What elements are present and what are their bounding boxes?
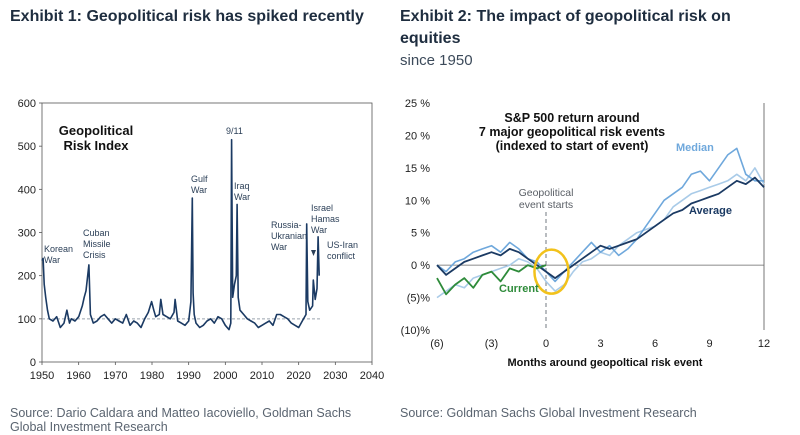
x-tick-label: 1980 [140, 370, 164, 382]
y-tick-label: (10)% [401, 325, 431, 337]
legend-median: Median [676, 142, 714, 154]
exhibit2-subheading: since 1950 [400, 52, 473, 69]
x-tick-label: 3 [597, 338, 603, 350]
event-annotation: Missile [83, 239, 111, 249]
x-tick-label: 1990 [176, 370, 200, 382]
x-tick-label: 2000 [213, 370, 237, 382]
y-tick-label: 0 [30, 357, 36, 369]
exhibit2-heading-line1: Exhibit 2: The impact of geopolitical ri… [400, 8, 731, 25]
y-tick-label: 200 [18, 271, 36, 283]
x-axis-title: Months around geopoltical risk event [508, 357, 703, 369]
series-line-median [436, 147, 764, 283]
event-annotation: Hamas [311, 214, 340, 224]
x-tick-label: 2010 [250, 370, 274, 382]
event-annotation: Russia- [271, 220, 302, 230]
legend-current: Current [499, 283, 539, 295]
exhibit1-source-line1: Source: Dario Caldara and Matteo Iacovie… [10, 406, 352, 420]
x-tick-label: (3) [485, 338, 498, 350]
event-annotation: Korean [44, 244, 73, 254]
event-annotation: War [311, 225, 327, 235]
chart-title: S&P 500 return around [504, 111, 639, 125]
y-tick-label: 15 % [405, 163, 430, 175]
y-tick-label: 300 [18, 228, 36, 240]
event-annotation: Cuban [83, 228, 110, 238]
x-tick-label: 0 [543, 338, 549, 350]
x-tick-label: 2020 [286, 370, 310, 382]
x-tick-label: 2040 [360, 370, 384, 382]
series-line-average [436, 176, 765, 279]
exhibit1-heading: Exhibit 1: Geopolitical risk has spiked … [10, 8, 364, 25]
y-tick-label: 0 % [411, 260, 430, 272]
y-tick-label: 100 [18, 314, 36, 326]
x-tick-label: 1970 [103, 370, 127, 382]
y-tick-label: 10 % [405, 195, 430, 207]
chart-title: 7 major geopolitical risk events [479, 125, 665, 139]
event-annotation: Iraq [234, 181, 250, 191]
exhibit2-source: Source: Goldman Sachs Global Investment … [400, 406, 697, 420]
y-tick-label: 600 [18, 98, 36, 110]
event-annotation: War [234, 192, 250, 202]
x-tick-label: 1960 [66, 370, 90, 382]
y-tick-label: 20 % [405, 130, 430, 142]
x-tick-label: 12 [758, 338, 770, 350]
event-annotation: US-Iran [327, 240, 358, 250]
x-tick-label: 6 [652, 338, 658, 350]
series-line-current [436, 264, 547, 296]
exhibit2-heading-line2: equities [400, 30, 461, 47]
event-annotation: War [191, 185, 207, 195]
annotation-arrow-icon [311, 250, 316, 256]
x-tick-label: 1950 [30, 370, 54, 382]
event-annotation: War [271, 242, 287, 252]
y-tick-label: 400 [18, 184, 36, 196]
series-line-geopolitical-risk [41, 138, 320, 331]
chart-title: Geopolitical [59, 123, 133, 138]
event-annotation: Crisis [83, 250, 106, 260]
y-tick-label: 25 % [405, 98, 430, 110]
x-tick-label: 2030 [323, 370, 347, 382]
event-annotation: Ukranian [271, 231, 307, 241]
x-tick-label: 9 [706, 338, 712, 350]
event-start-label: Geopolitical [519, 187, 574, 199]
y-tick-label: 5 % [411, 228, 430, 240]
event-start-label: event starts [519, 199, 573, 211]
event-annotation: War [44, 255, 60, 265]
y-tick-label: 500 [18, 141, 36, 153]
legend-average: Average [689, 205, 732, 217]
x-tick-label: (6) [430, 338, 443, 350]
chart-title: (indexed to start of event) [496, 139, 649, 153]
series-line-light-line [436, 167, 765, 299]
y-tick-label: (5)% [407, 293, 430, 305]
event-annotation: Gulf [191, 174, 208, 184]
exhibit1-source-line2: Global Investment Research [10, 420, 168, 434]
event-annotation: conflict [327, 251, 356, 261]
chart-title: Risk Index [63, 138, 129, 153]
highlight-ellipse [533, 248, 570, 295]
event-annotation: Israel [311, 203, 333, 213]
event-annotation: 9/11 [226, 126, 243, 136]
